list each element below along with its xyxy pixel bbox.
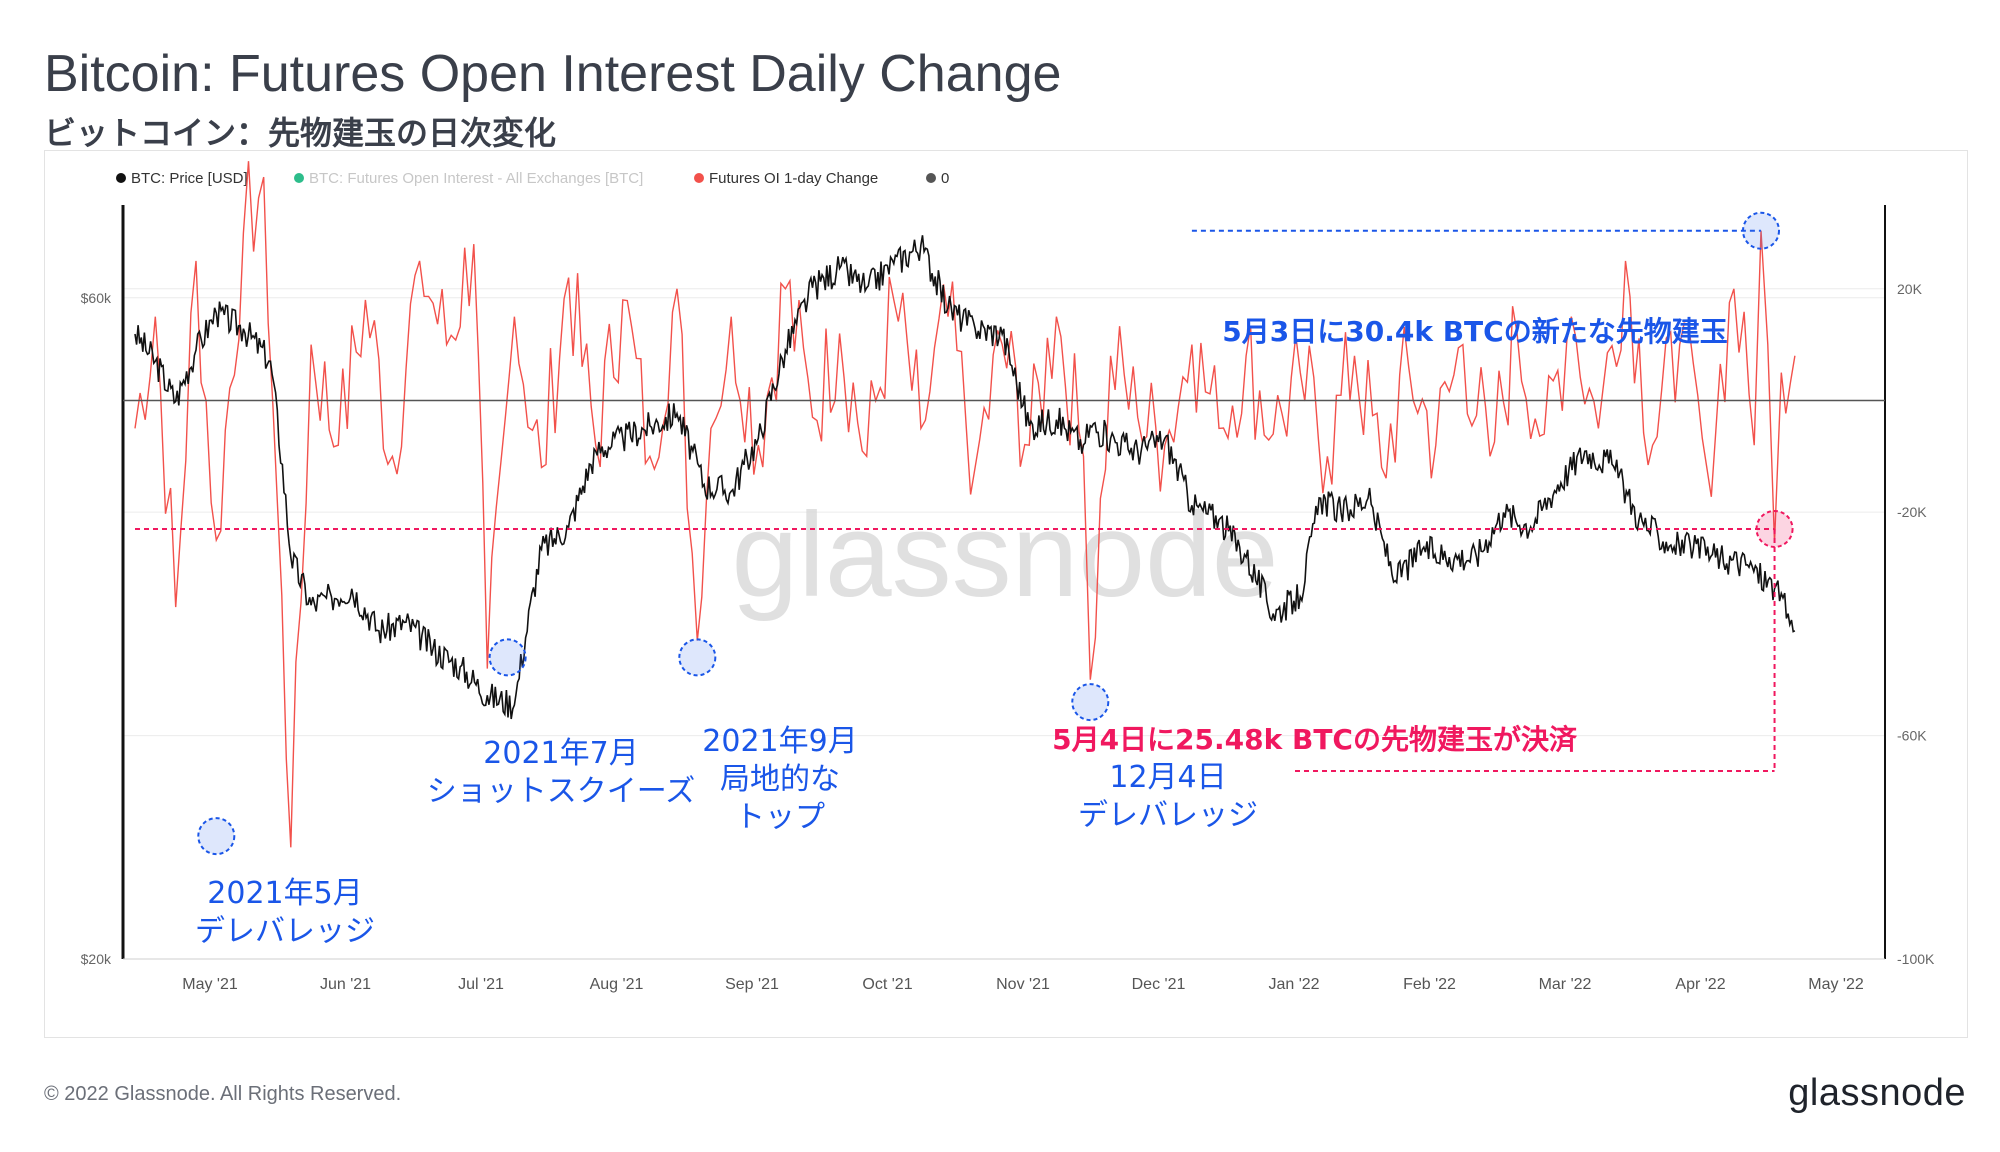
page-subtitle: ビットコイン：先物建玉の日次変化 — [44, 114, 557, 152]
watermark: glassnode — [731, 488, 1278, 622]
x-tick-label: Jun '21 — [320, 976, 371, 993]
annotation-marker — [678, 638, 717, 677]
annotation-label: 12月4日 — [1109, 760, 1226, 795]
glassnode-logo: glassnode — [1788, 1072, 1966, 1114]
chart-panel: glassnode BTC: Price [USD] BTC: Futures Op… — [44, 150, 1968, 1038]
annotation-label: 2021年7月 — [483, 736, 638, 771]
annotation-label: トップ — [735, 800, 825, 835]
annotation-marker — [197, 817, 236, 856]
annotation-label: 5月4日に25.48k BTCの先物建玉が決済 — [1052, 723, 1578, 756]
legend-marker — [294, 173, 304, 183]
x-tick-label: Mar '22 — [1539, 976, 1592, 993]
annotation-label: 5月3日に30.4k BTCの新たな先物建玉 — [1222, 315, 1727, 348]
x-tick-label: Oct '21 — [862, 976, 912, 993]
x-tick-label: May '22 — [1808, 976, 1864, 993]
x-tick-label: May '21 — [182, 976, 238, 993]
legend-marker — [116, 173, 126, 183]
y-right-tick-label: 20K — [1897, 281, 1923, 297]
price-line — [134, 235, 1796, 720]
annotation-label: デレバレッジ — [1078, 798, 1258, 833]
y-right-tick-label: -20K — [1897, 504, 1927, 520]
y-right-tick-label: -100K — [1897, 951, 1935, 967]
y-left-tick-label: $60k — [81, 290, 112, 306]
x-tick-label: Jul '21 — [458, 976, 504, 993]
annotation-marker — [1742, 211, 1780, 250]
legend-marker — [694, 173, 704, 183]
y-left-tick-label: $20k — [81, 951, 112, 967]
annotation-marker — [1071, 683, 1110, 722]
legend-label: 0 — [941, 170, 949, 187]
x-tick-label: Aug '21 — [590, 976, 644, 993]
x-tick-label: Nov '21 — [996, 976, 1050, 993]
legend-label: BTC: Futures Open Interest - All Exchang… — [309, 170, 643, 187]
annotation-label: デレバレッジ — [195, 914, 375, 949]
legend-marker — [926, 173, 936, 183]
x-tick-label: Feb '22 — [1403, 976, 1456, 993]
chart: glassnode BTC: Price [USD] BTC: Futures Op… — [81, 161, 1935, 993]
legend-label: Futures OI 1-day Change — [709, 170, 878, 187]
oi-change-line — [134, 161, 1796, 848]
annotation-label: ショットスクイーズ — [427, 774, 696, 809]
copyright: © 2022 Glassnode. All Rights Reserved. — [44, 1083, 402, 1105]
annotation-marker — [1755, 509, 1794, 548]
x-tick-label: Dec '21 — [1132, 976, 1186, 993]
legend-label: BTC: Price [USD] — [131, 170, 248, 187]
x-tick-label: Apr '22 — [1675, 976, 1725, 993]
y-right-tick-label: -60K — [1897, 728, 1927, 744]
annotation-label: 2021年5月 — [207, 876, 362, 911]
page-title: Bitcoin: Futures Open Interest Daily Cha… — [44, 45, 1062, 103]
x-tick-label: Jan '22 — [1268, 976, 1319, 993]
annotation-label: 2021年9月 — [702, 724, 857, 759]
x-tick-label: Sep '21 — [725, 976, 779, 993]
annotation-marker — [488, 638, 527, 677]
annotation-label: 局地的な — [720, 762, 840, 797]
